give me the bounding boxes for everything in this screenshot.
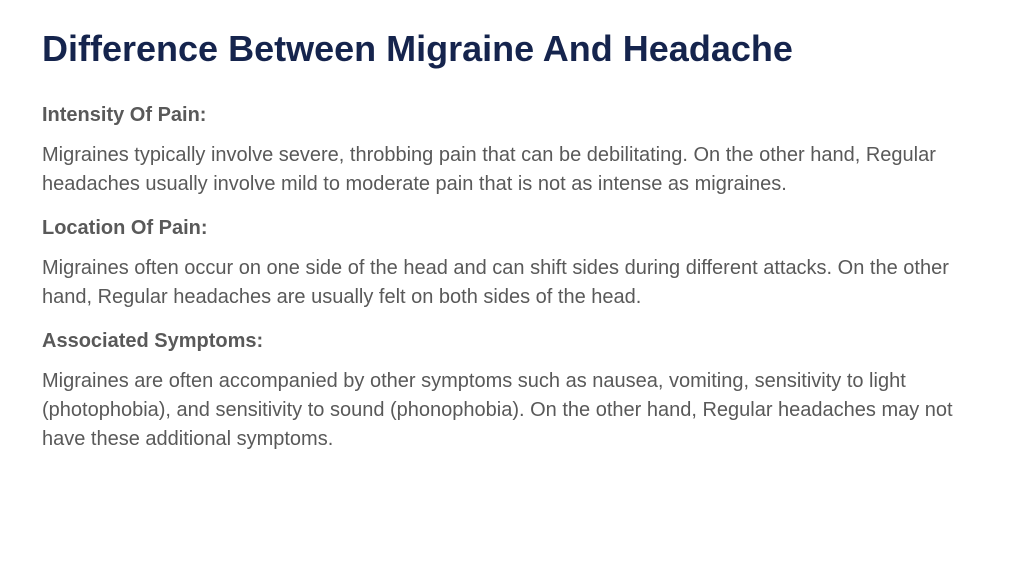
- section-label-symptoms: Associated Symptoms:: [42, 330, 982, 353]
- section-body-intensity: Migraines typically involve severe, thro…: [42, 141, 982, 199]
- section-body-location: Migraines often occur on one side of the…: [42, 254, 982, 312]
- section-body-symptoms: Migraines are often accompanied by other…: [42, 367, 982, 454]
- section-label-location: Location Of Pain:: [42, 217, 982, 240]
- page-title: Difference Between Migraine And Headache: [42, 28, 982, 70]
- section-label-intensity: Intensity Of Pain:: [42, 104, 982, 127]
